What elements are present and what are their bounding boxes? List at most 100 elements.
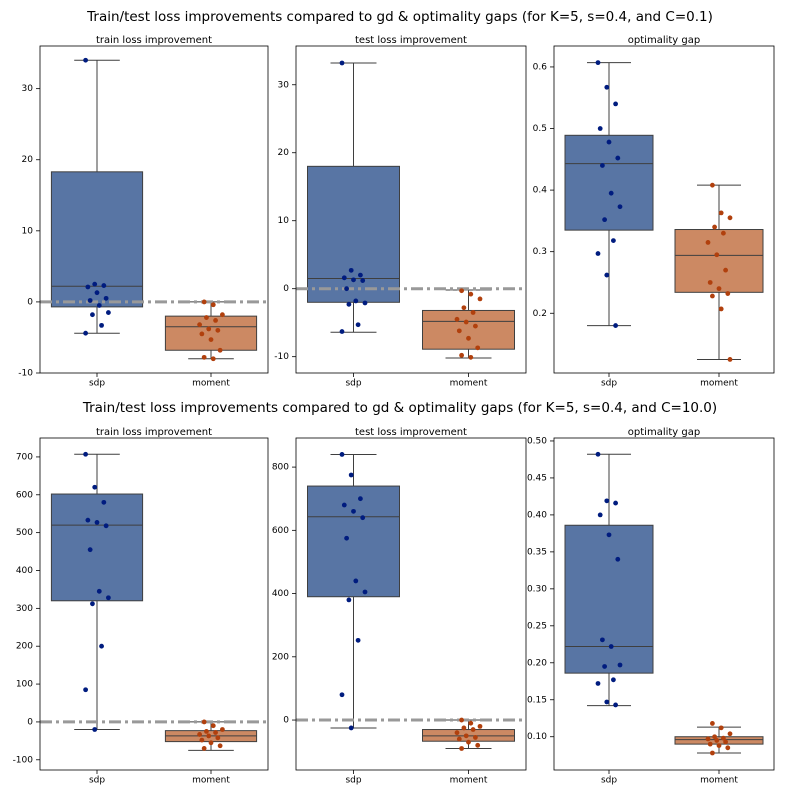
data-point [608,190,614,196]
x-tick-label: sdp [601,776,617,786]
data-point [213,730,218,735]
data-point [617,204,623,210]
data-point [468,354,474,360]
data-point [339,329,345,334]
data-point [353,298,359,304]
y-tick-label: 0.20 [527,658,547,668]
data-point [87,547,93,553]
data-point [710,750,715,756]
data-point [725,745,731,751]
y-tick-label: 700 [16,452,33,462]
data-point [459,717,464,723]
data-point [459,288,464,294]
axes-frame [553,45,775,374]
data-point [712,224,717,230]
data-point [206,326,212,332]
data-point [346,301,352,307]
data-point [459,352,464,358]
y-tick-label: 200 [272,652,289,662]
x-tick-label: sdp [601,379,617,389]
data-point [346,597,352,603]
data-point [197,732,203,737]
data-point [341,502,347,508]
data-point [339,452,345,457]
box [564,524,654,674]
data-point [83,330,88,336]
y-tick-label: 0 [27,717,33,727]
y-tick-label: 0.25 [527,621,547,631]
data-point [358,496,363,502]
data-point [461,305,467,311]
y-tick-label: 30 [22,84,34,94]
data-point [595,251,601,256]
data-point [707,280,713,285]
data-point [85,517,91,523]
data-point [595,60,601,66]
data-point [475,742,481,748]
data-point [613,702,618,708]
y-tick-label: 0.40 [527,510,547,520]
data-point [220,727,225,732]
data-point [87,298,93,303]
data-point [613,323,618,328]
subplot-title: train loss improvement [96,427,212,438]
y-tick-label: 0.45 [527,473,547,483]
suptitle: Train/test loss improvements compared to… [86,9,713,25]
data-point [355,322,361,328]
data-point [351,277,356,283]
data-point [208,337,214,342]
x-tick-label: moment [700,379,738,389]
x-tick-label: sdp [345,379,361,389]
data-point [466,335,471,341]
data-point [712,734,717,740]
data-point [707,741,713,747]
y-tick-label: 100 [16,680,33,690]
y-tick-label: 0 [283,716,289,726]
data-point [215,327,221,333]
data-point [602,664,607,669]
data-point [206,733,212,739]
axes-frame [39,45,269,374]
data-point [727,731,733,737]
data-point [362,589,368,595]
data-point [454,316,460,322]
data-point [473,735,478,740]
data-point [208,740,214,746]
y-tick-label: -10 [18,369,33,379]
data-point [106,310,111,315]
y-tick-label: 400 [16,566,33,576]
data-point [723,267,728,273]
data-point [721,230,726,236]
data-point [199,737,205,743]
y-tick-label: 800 [272,463,289,473]
y-tick-label: 0.15 [527,695,547,705]
data-point [718,210,724,216]
data-point [360,278,366,283]
box [422,309,515,350]
x-tick-label: sdp [89,776,105,786]
y-tick-label: 30 [278,80,290,90]
data-point [360,515,366,521]
data-point [716,743,722,748]
data-point [210,723,216,729]
data-point [210,356,216,362]
x-tick-label: sdp [345,776,361,786]
box [50,493,144,602]
y-tick-label: 600 [16,490,33,500]
data-point [96,588,102,594]
data-point [348,472,354,478]
data-point [600,163,605,168]
data-point [463,319,469,325]
data-point [103,523,109,529]
data-point [597,126,603,131]
data-point [604,272,610,278]
data-point [217,743,223,749]
data-point [727,215,733,221]
data-point [710,182,715,188]
subplot-title: optimality gap [628,427,700,438]
data-point [615,556,621,562]
data-point [83,687,88,693]
data-point [721,735,726,741]
y-tick-label: 0.5 [533,124,547,134]
